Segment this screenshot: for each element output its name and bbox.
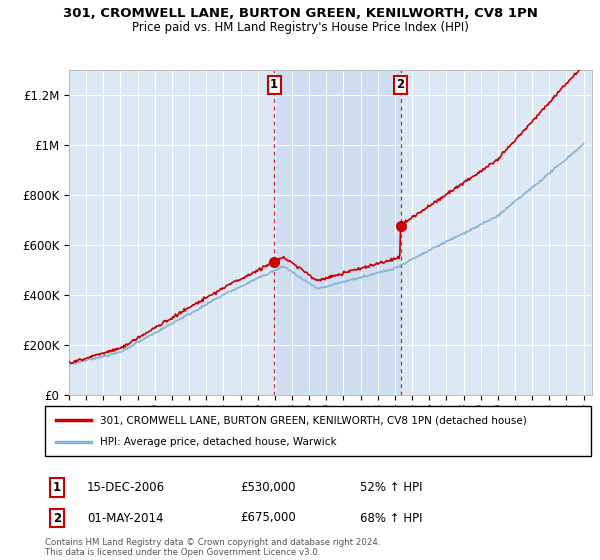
Text: 52% ↑ HPI: 52% ↑ HPI [360,480,422,494]
Text: 68% ↑ HPI: 68% ↑ HPI [360,511,422,525]
Text: Price paid vs. HM Land Registry's House Price Index (HPI): Price paid vs. HM Land Registry's House … [131,21,469,34]
Bar [274,70,401,395]
Text: £530,000: £530,000 [240,480,296,494]
Text: Contains HM Land Registry data © Crown copyright and database right 2024.
This d: Contains HM Land Registry data © Crown c… [45,538,380,557]
Text: 01-MAY-2014: 01-MAY-2014 [87,511,163,525]
Text: 2: 2 [397,78,404,91]
Text: HPI: Average price, detached house, Warwick: HPI: Average price, detached house, Warw… [100,437,336,447]
FancyBboxPatch shape [45,406,591,456]
Text: 1: 1 [53,480,61,494]
Text: 301, CROMWELL LANE, BURTON GREEN, KENILWORTH, CV8 1PN (detached house): 301, CROMWELL LANE, BURTON GREEN, KENILW… [100,415,526,425]
Text: 15-DEC-2006: 15-DEC-2006 [87,480,165,494]
Text: 2: 2 [53,511,61,525]
Text: £675,000: £675,000 [240,511,296,525]
Text: 1: 1 [270,78,278,91]
Text: 301, CROMWELL LANE, BURTON GREEN, KENILWORTH, CV8 1PN: 301, CROMWELL LANE, BURTON GREEN, KENILW… [62,7,538,20]
